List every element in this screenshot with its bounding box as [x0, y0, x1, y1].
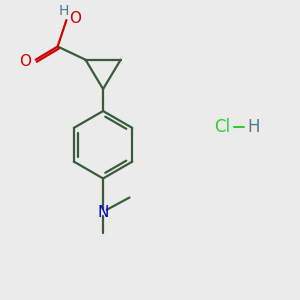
Text: H: H	[58, 4, 69, 18]
Text: Cl: Cl	[214, 118, 231, 136]
Text: O: O	[69, 11, 81, 26]
Text: O: O	[20, 54, 32, 69]
Text: H: H	[248, 118, 260, 136]
Text: N: N	[98, 205, 109, 220]
